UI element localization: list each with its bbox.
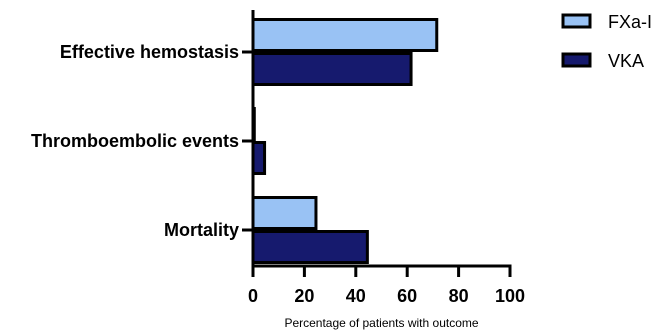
- bar-fxa-i-0: [251, 18, 439, 52]
- x-tick-label-5: 100: [495, 286, 525, 306]
- bar-vka-1: [251, 141, 267, 175]
- axes: Effective hemostasis Thromboembolic event…: [31, 10, 525, 330]
- legend-label-1: VKA: [608, 51, 644, 71]
- legend-label-0: FXa-I: [608, 12, 652, 32]
- x-tick-label-4: 80: [449, 286, 469, 306]
- legend-swatch-1: [561, 52, 592, 68]
- legend-swatch-0: [561, 13, 592, 29]
- x-tick-label-0: 0: [248, 286, 258, 306]
- x-tick-label-1: 20: [294, 286, 314, 306]
- category-label-1: Thromboembolic events: [31, 131, 239, 151]
- bar-vka-2: [251, 230, 369, 264]
- category-label-0: Effective hemostasis: [60, 42, 239, 62]
- x-tick-label-2: 40: [346, 286, 366, 306]
- category-label-2: Mortality: [164, 220, 239, 240]
- x-tick-label-3: 60: [397, 286, 417, 306]
- bar-vka-0: [251, 52, 413, 86]
- legend: FXa-I VKA: [561, 12, 652, 71]
- bar-fxa-i-2: [251, 196, 318, 230]
- x-axis-title: Percentage of patients with outcome: [284, 316, 478, 330]
- bars: [251, 18, 439, 264]
